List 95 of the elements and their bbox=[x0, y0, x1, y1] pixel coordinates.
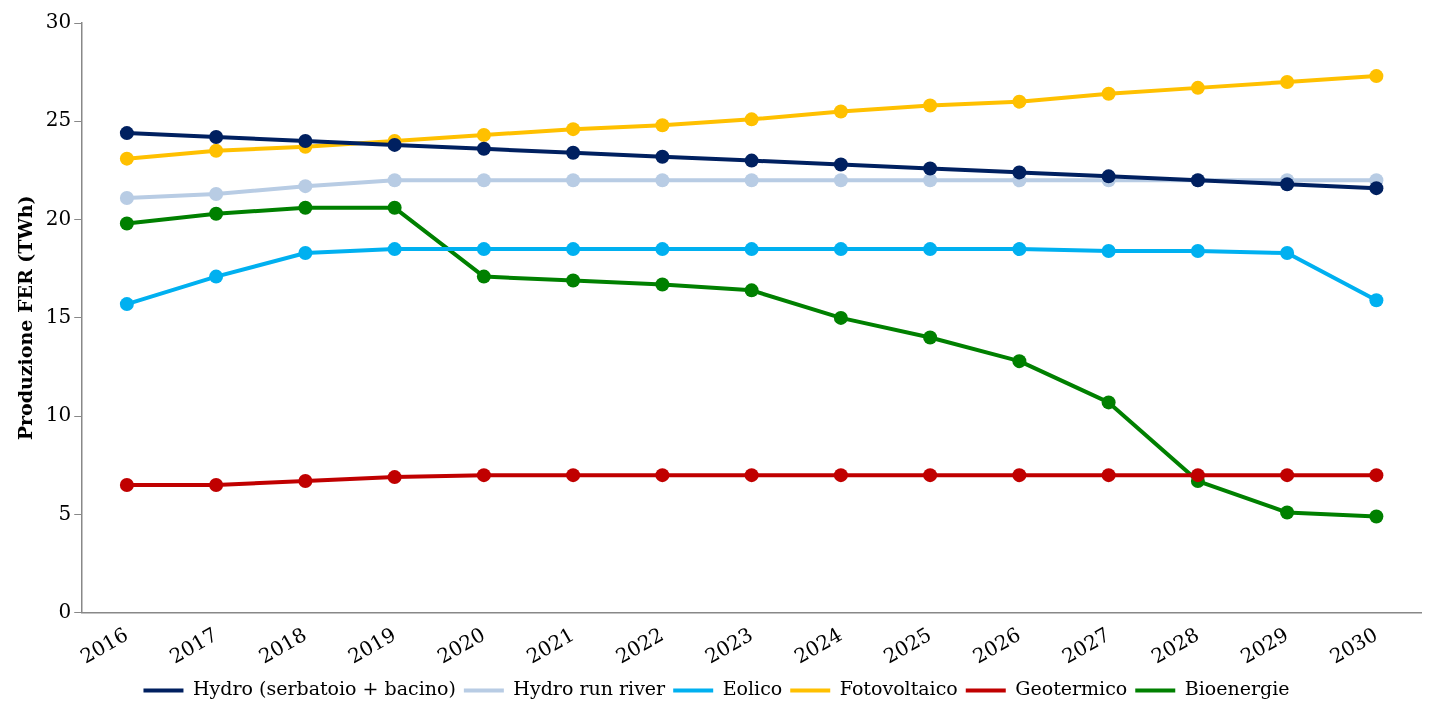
point bbox=[744, 112, 759, 127]
point bbox=[744, 153, 759, 168]
point bbox=[566, 273, 581, 288]
point bbox=[1369, 181, 1384, 196]
point bbox=[1101, 395, 1116, 410]
point bbox=[1012, 94, 1027, 109]
legend-label: Bioenergie bbox=[1184, 677, 1290, 700]
point bbox=[1190, 80, 1205, 95]
point bbox=[923, 173, 938, 188]
point bbox=[387, 200, 402, 215]
point bbox=[298, 474, 313, 489]
point bbox=[833, 157, 848, 172]
point bbox=[1190, 468, 1205, 483]
point bbox=[744, 173, 759, 188]
legend-label: Hydro (serbatoio + bacino) bbox=[192, 677, 456, 700]
y-axis-title: Produzione FER (TWh) bbox=[14, 195, 37, 441]
point bbox=[833, 173, 848, 188]
point bbox=[1280, 177, 1295, 192]
point bbox=[1280, 468, 1295, 483]
point bbox=[119, 151, 134, 166]
point bbox=[1280, 505, 1295, 520]
point bbox=[1280, 74, 1295, 89]
point bbox=[476, 173, 491, 188]
point bbox=[655, 277, 670, 292]
point bbox=[655, 242, 670, 257]
y-tick-label: 15 bbox=[45, 304, 72, 329]
point bbox=[923, 161, 938, 176]
point bbox=[119, 216, 134, 231]
point bbox=[298, 133, 313, 148]
legend-label: Eolico bbox=[722, 677, 783, 700]
point bbox=[833, 104, 848, 119]
point bbox=[1101, 468, 1116, 483]
point bbox=[1101, 169, 1116, 184]
point bbox=[209, 143, 224, 158]
y-tick-label: 20 bbox=[45, 205, 72, 230]
point bbox=[744, 283, 759, 298]
point bbox=[119, 297, 134, 312]
point bbox=[1369, 293, 1384, 308]
point bbox=[1369, 69, 1384, 84]
point bbox=[655, 149, 670, 164]
point bbox=[387, 173, 402, 188]
y-tick-label: 25 bbox=[45, 107, 72, 132]
point bbox=[387, 470, 402, 485]
point bbox=[566, 468, 581, 483]
point bbox=[1012, 242, 1027, 257]
point bbox=[655, 173, 670, 188]
legend-label: Fotovoltaico bbox=[839, 677, 958, 700]
point bbox=[1369, 509, 1384, 524]
legend-label: Hydro run river bbox=[513, 677, 667, 700]
legend-label: Geotermico bbox=[1015, 677, 1128, 700]
point bbox=[655, 468, 670, 483]
point bbox=[923, 242, 938, 257]
point bbox=[1101, 244, 1116, 259]
point bbox=[209, 187, 224, 202]
point bbox=[209, 130, 224, 145]
point bbox=[744, 468, 759, 483]
y-tick-label: 30 bbox=[45, 9, 72, 34]
point bbox=[923, 98, 938, 113]
point bbox=[566, 145, 581, 160]
y-tick-label: 10 bbox=[45, 402, 72, 427]
y-tick-label: 5 bbox=[58, 500, 72, 525]
y-tick-label: 0 bbox=[58, 598, 72, 623]
point bbox=[744, 242, 759, 257]
point bbox=[387, 242, 402, 257]
point bbox=[1101, 86, 1116, 101]
point bbox=[209, 206, 224, 221]
point bbox=[1280, 246, 1295, 261]
point bbox=[298, 179, 313, 194]
point bbox=[833, 242, 848, 257]
point bbox=[298, 246, 313, 261]
point bbox=[833, 310, 848, 325]
point bbox=[476, 141, 491, 156]
point bbox=[476, 128, 491, 143]
point bbox=[387, 137, 402, 152]
point bbox=[566, 122, 581, 137]
point bbox=[655, 118, 670, 133]
point bbox=[119, 126, 134, 141]
point bbox=[209, 477, 224, 492]
point bbox=[476, 468, 491, 483]
point bbox=[476, 242, 491, 257]
point bbox=[476, 269, 491, 284]
point bbox=[1369, 468, 1384, 483]
point bbox=[923, 330, 938, 345]
point bbox=[923, 468, 938, 483]
point bbox=[566, 242, 581, 257]
point bbox=[119, 190, 134, 205]
point bbox=[209, 269, 224, 284]
point bbox=[833, 468, 848, 483]
point bbox=[119, 477, 134, 492]
point bbox=[1190, 244, 1205, 259]
point bbox=[1012, 354, 1027, 369]
point bbox=[1012, 165, 1027, 180]
point bbox=[298, 200, 313, 215]
point bbox=[566, 173, 581, 188]
point bbox=[1012, 468, 1027, 483]
